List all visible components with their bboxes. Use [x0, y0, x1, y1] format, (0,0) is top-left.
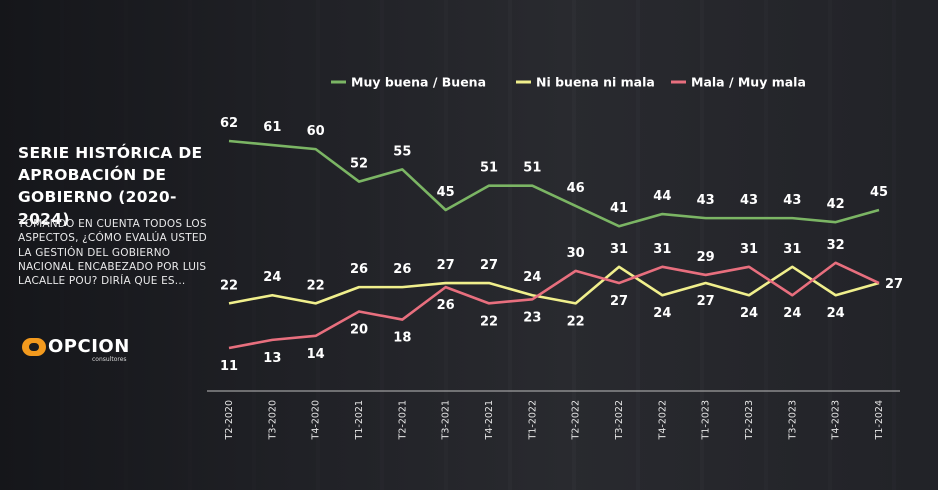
data-label: 24: [827, 306, 845, 321]
data-label: 27: [610, 294, 628, 309]
data-label: 14: [307, 347, 325, 362]
x-tick-label: T3-2022: [614, 400, 625, 440]
chart-title: SERIE HISTÓRICA DE APROBACIÓN DE GOBIERN…: [18, 144, 203, 228]
data-label: 31: [783, 242, 801, 257]
data-label: 51: [523, 161, 541, 176]
data-label: 26: [393, 262, 411, 277]
legend-label: Muy buena / Buena: [351, 75, 486, 90]
data-label: 24: [263, 270, 281, 285]
x-tick-label: T1-2023: [701, 400, 712, 440]
data-label: 22: [567, 314, 585, 329]
legend-label: Ni buena ni mala: [536, 75, 655, 90]
logo-word: OPCION: [48, 336, 130, 357]
data-label: 11: [220, 359, 238, 374]
data-label: 27: [885, 277, 903, 292]
x-tick-label: T1-2024: [874, 400, 885, 440]
data-label: 60: [307, 124, 325, 139]
data-label: 44: [653, 189, 671, 204]
chart-subtitle: TOMANDO EN CUENTA TODOS LOS ASPECTOS, ¿C…: [18, 218, 207, 288]
data-label: 24: [523, 270, 541, 285]
x-tick-label: T1-2022: [527, 400, 538, 440]
data-label: 22: [480, 314, 498, 329]
data-label: 45: [437, 185, 455, 200]
data-label: 43: [740, 193, 758, 208]
data-label: 30: [567, 246, 585, 261]
data-label: 41: [610, 201, 628, 216]
x-tick-label: T4-2021: [484, 400, 495, 440]
data-label: 42: [827, 197, 845, 212]
data-label: 52: [350, 157, 368, 172]
data-label: 24: [740, 306, 758, 321]
data-label: 22: [307, 278, 325, 293]
data-label: 31: [610, 242, 628, 257]
data-label: 13: [263, 351, 281, 366]
x-tick-label: T4-2022: [657, 400, 668, 440]
data-label: 55: [393, 144, 411, 159]
data-label: 43: [783, 193, 801, 208]
data-label: 18: [393, 331, 411, 346]
data-label: 27: [437, 258, 455, 273]
opcion-logo-icon: [22, 338, 46, 356]
data-label: 22: [220, 278, 238, 293]
logo-subtext: consultores: [92, 356, 127, 363]
x-tick-label: T3-2023: [787, 400, 798, 440]
data-label: 31: [653, 242, 671, 257]
data-label: 29: [697, 250, 715, 265]
x-tick-label: T2-2023: [744, 400, 755, 440]
data-label: 43: [697, 193, 715, 208]
data-label: 26: [350, 262, 368, 277]
x-tick-label: T1-2021: [354, 400, 365, 440]
data-label: 20: [350, 322, 368, 337]
data-label: 51: [480, 161, 498, 176]
data-label: 24: [783, 306, 801, 321]
data-label: 32: [827, 238, 845, 253]
x-tick-label: T3-2020: [267, 400, 278, 440]
data-label: 46: [567, 181, 585, 196]
data-label: 31: [740, 242, 758, 257]
data-label: 23: [523, 310, 541, 325]
data-label: 24: [653, 306, 671, 321]
data-label: 61: [263, 120, 281, 135]
data-label: 27: [480, 258, 498, 273]
x-tick-label: T4-2020: [311, 400, 322, 440]
x-tick-label: T2-2022: [571, 400, 582, 440]
x-tick-label: T4-2023: [831, 400, 842, 440]
x-tick-label: T2-2020: [224, 400, 235, 440]
data-label: 27: [697, 294, 715, 309]
x-tick-label: T2-2021: [397, 400, 408, 440]
data-label: 62: [220, 116, 238, 131]
series-line: [228, 261, 880, 350]
x-tick-label: T3-2021: [441, 400, 452, 440]
data-label: 26: [437, 298, 455, 313]
legend-label: Mala / Muy mala: [691, 75, 806, 90]
data-label: 45: [870, 185, 888, 200]
opcion-logo: OPCION consultores: [22, 336, 142, 364]
series-line: [228, 139, 880, 228]
